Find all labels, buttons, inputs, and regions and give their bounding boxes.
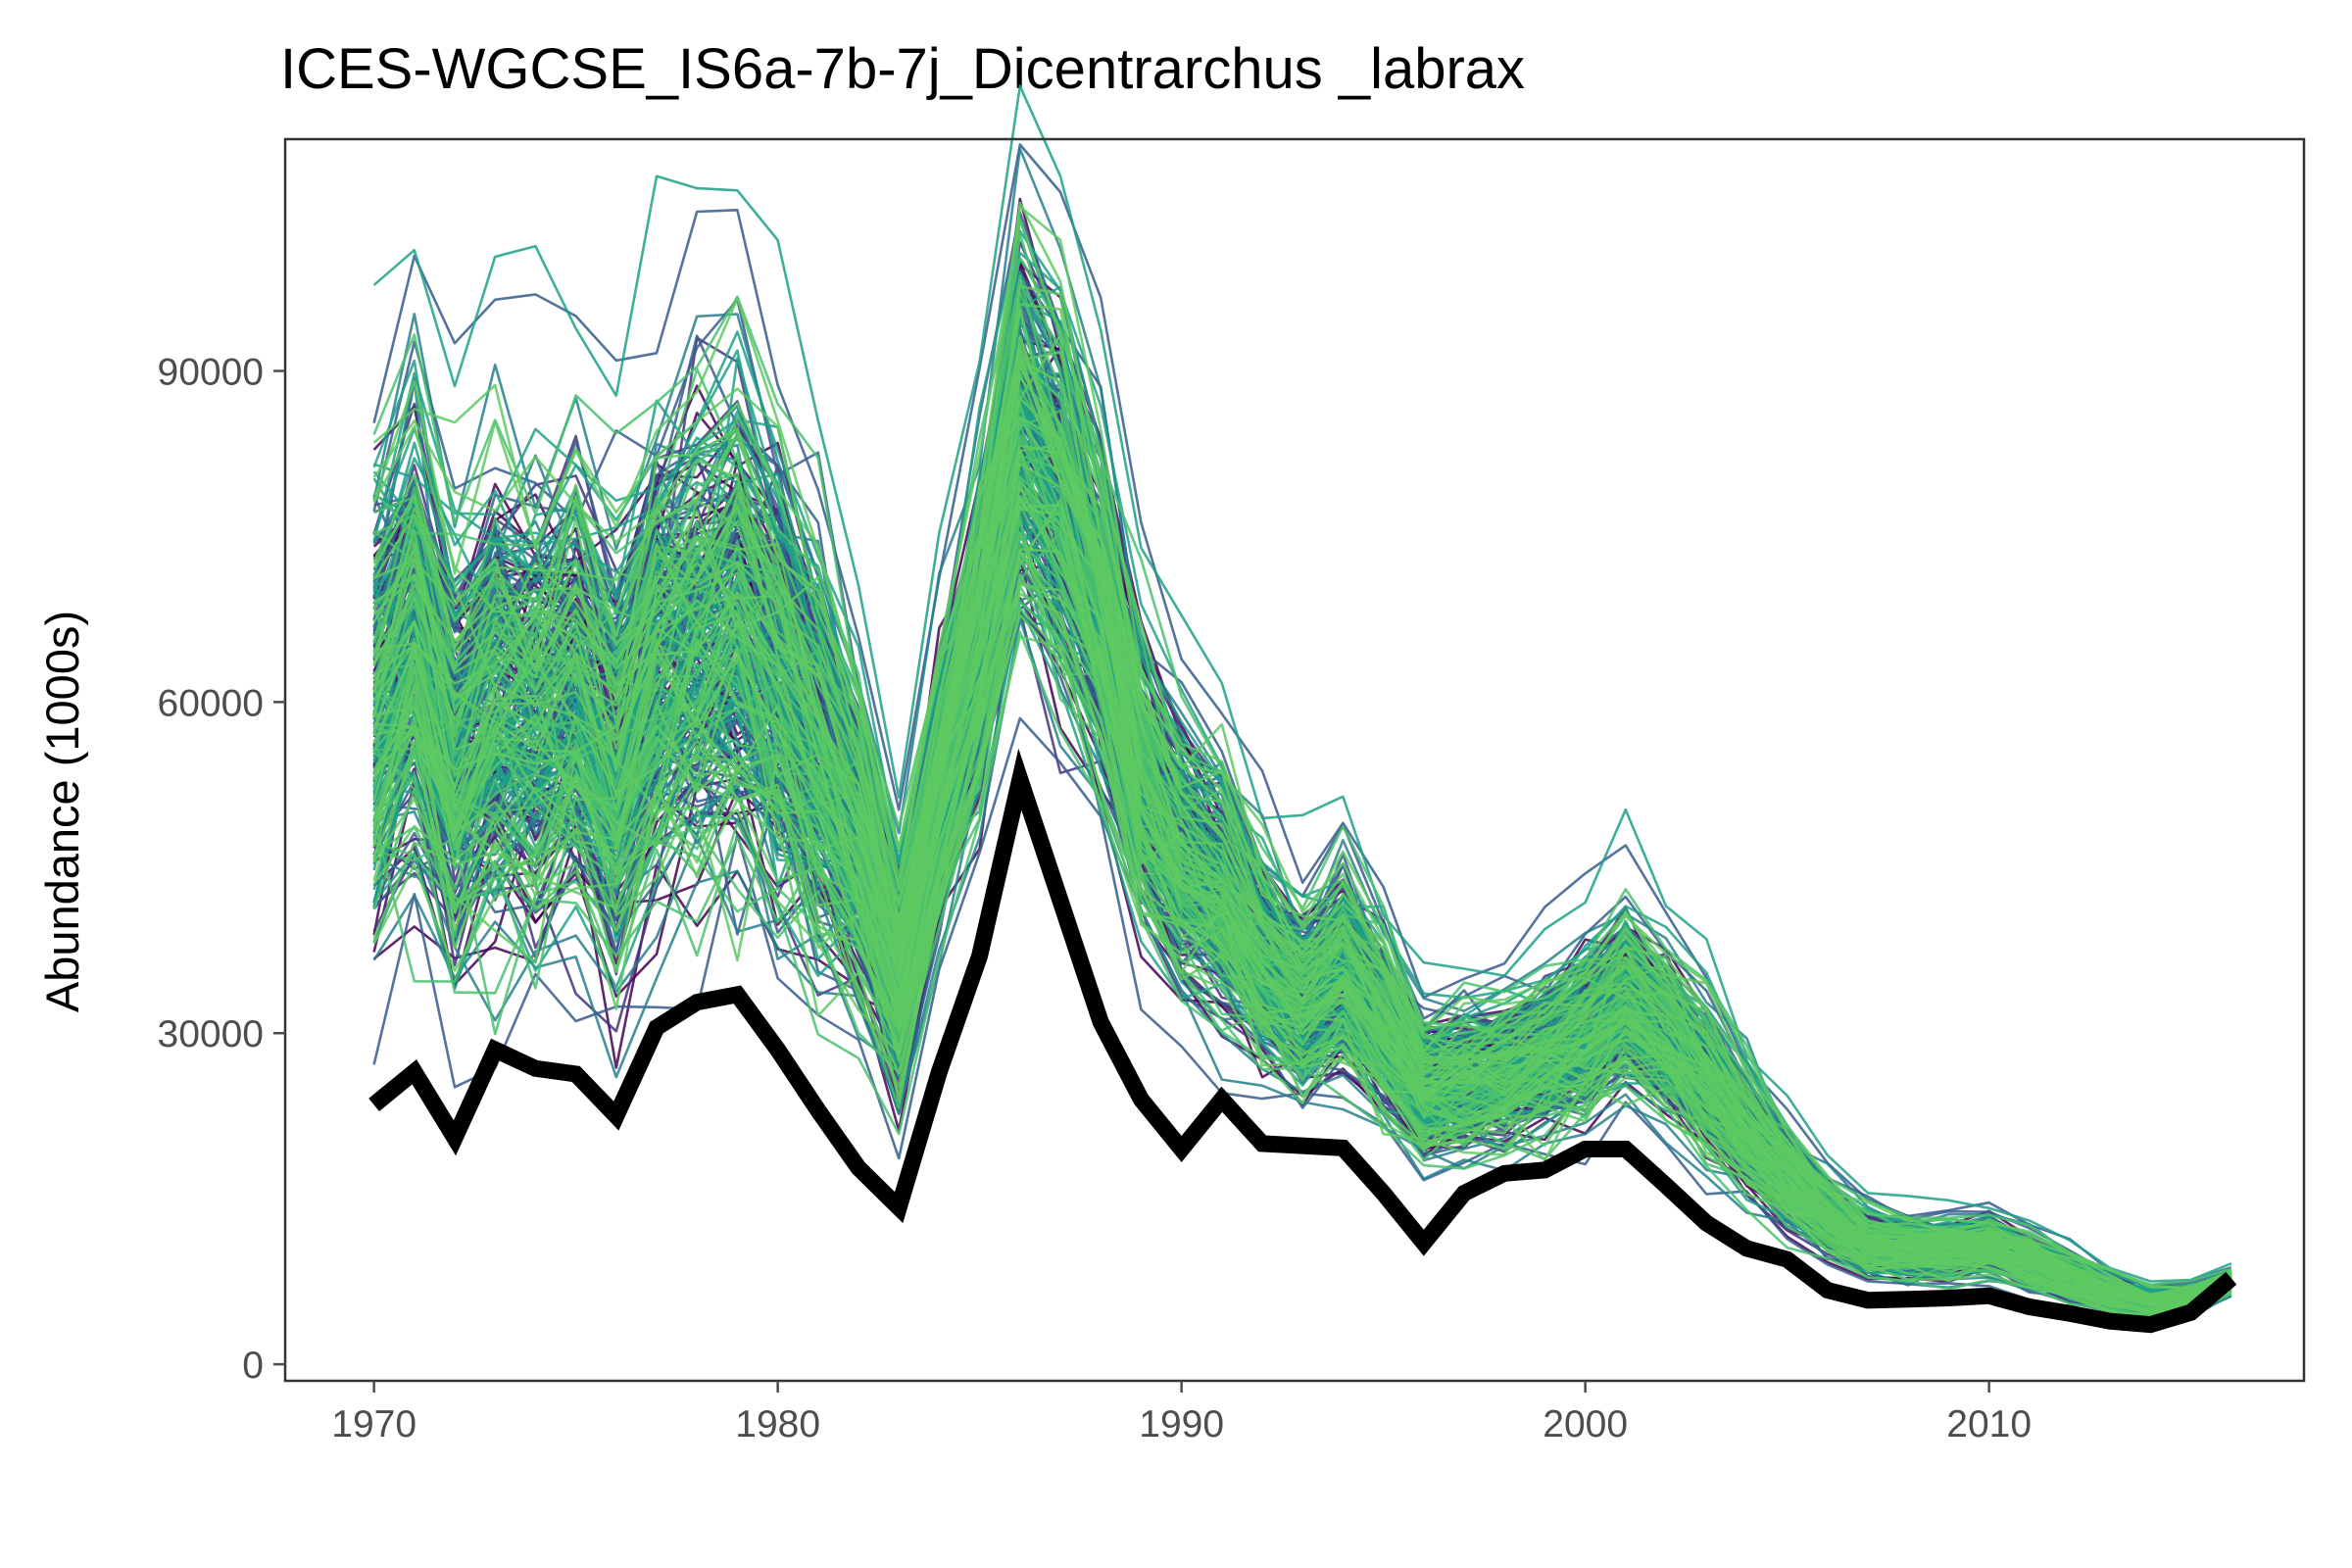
ensemble-line (372, 84, 2232, 1283)
x-tick-label: 1980 (735, 1403, 820, 1446)
ensemble-line (372, 463, 2232, 1306)
y-axis: 0 30000 60000 90000 (158, 352, 285, 1387)
panel-border (283, 137, 2306, 1383)
y-tick-label: 60000 (158, 682, 264, 724)
ensemble-line (372, 548, 2232, 1304)
ensemble-line (372, 607, 2232, 1312)
ensemble-line (372, 397, 2232, 1298)
ensemble-line (372, 219, 2232, 1290)
ensemble-line (372, 201, 2232, 1290)
x-axis: 1970 1980 1990 2000 2010 (331, 1381, 2032, 1446)
y-tick-label: 90000 (158, 352, 264, 394)
ensemble-line (372, 358, 2232, 1297)
plot-area (368, 84, 2237, 1334)
ensemble-line (372, 205, 2232, 1298)
x-tick-label: 2000 (1543, 1403, 1628, 1446)
x-tick-label: 1990 (1139, 1403, 1224, 1446)
x-tick-label: 2010 (1946, 1403, 2032, 1446)
y-tick-label: 30000 (158, 1013, 264, 1055)
y-tick-label: 0 (242, 1345, 264, 1387)
ensemble-line (373, 583, 2232, 1313)
ensemble-line (372, 451, 2232, 1306)
ensemble-line (372, 342, 2232, 1302)
ensemble-lines (372, 84, 2232, 1326)
x-tick-label: 1970 (331, 1403, 416, 1446)
series-lines (368, 748, 2237, 1334)
ensemble-line (372, 613, 2232, 1320)
ensemble-line (372, 256, 2232, 1287)
ensemble-line (372, 548, 2232, 1319)
ensemble-line (372, 364, 2232, 1301)
chart-title: ICES-WGCSE_IS6a-7b-7j_Dicentrarchus _lab… (280, 37, 1525, 101)
ensemble-line (372, 417, 2232, 1306)
ensemble-line (372, 635, 2232, 1320)
y-axis-title: Abundance (1000s) (36, 611, 88, 1012)
series-line (368, 748, 2237, 1334)
ensemble-line (372, 143, 2232, 1288)
